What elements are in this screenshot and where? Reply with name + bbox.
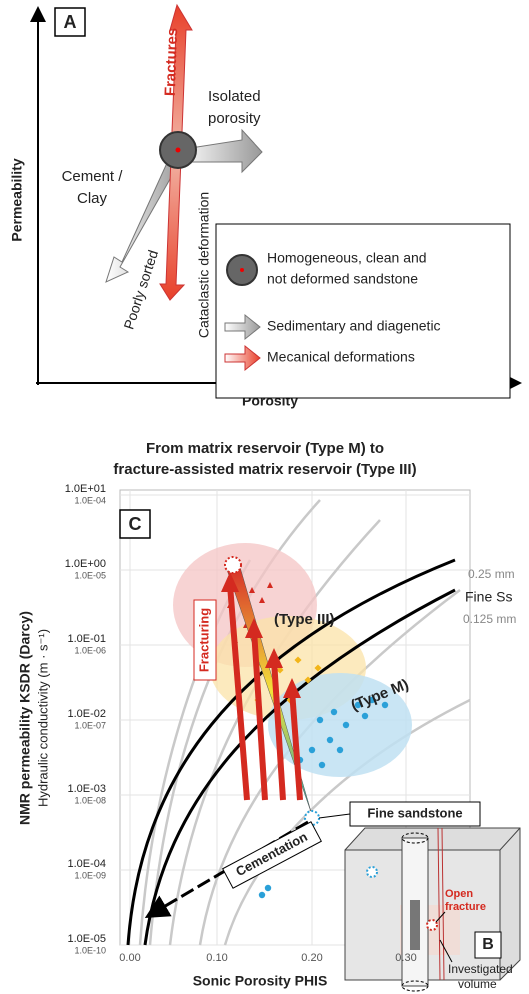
investigated-label: Investigated <box>448 962 513 976</box>
y-tick-label: 1.0E-01 <box>67 633 106 645</box>
panel-label: C <box>129 514 142 534</box>
sample <box>331 709 337 715</box>
legend-text: Homogeneous, clean and <box>267 250 427 266</box>
x-axis-title: Sonic Porosity PHIS <box>193 973 328 989</box>
isolated-label: Isolated <box>208 88 261 105</box>
legend-text: not deformed sandstone <box>267 271 418 287</box>
grain-label: 0.125 mm <box>463 612 516 626</box>
sample <box>317 717 323 723</box>
grain-label: Fine Ss <box>465 589 512 605</box>
investigated-label: volume <box>458 977 497 991</box>
x-tick-label: 0.30 <box>395 952 416 964</box>
legend-symbol <box>240 268 244 272</box>
y2-tick-label: 1.0E-09 <box>74 870 106 880</box>
sample <box>343 722 349 728</box>
poorly-sorted-label: Poorly sorted <box>120 248 161 331</box>
panel-label: B <box>482 936 494 953</box>
sandstone-dot <box>176 148 181 153</box>
y2-tick-label: 1.0E-05 <box>74 570 106 580</box>
y-axis-title: NMR permeability KSDR (Darcy) <box>17 611 33 825</box>
sample-marker <box>367 867 377 877</box>
sample <box>327 737 333 743</box>
y2-tick-label: 1.0E-04 <box>74 495 106 505</box>
y-tick-label: 1.0E-02 <box>67 708 106 720</box>
legend-text: Sedimentary and diagenetic <box>267 318 441 334</box>
sample <box>309 747 315 753</box>
y2-tick-label: 1.0E-06 <box>74 645 106 655</box>
y-tick-label: 1.0E-04 <box>67 858 106 870</box>
x-tick-label: 0.10 <box>206 952 227 964</box>
probe <box>410 900 420 950</box>
y2-tick-label: 1.0E-07 <box>74 720 106 730</box>
panel-a: A Permeability Porosity Fractures Isolat… <box>9 5 518 409</box>
y-tick-label: 1.0E+00 <box>65 558 106 570</box>
y2-tick-label: 1.0E-08 <box>74 795 106 805</box>
y-tick-label: 1.0E-03 <box>67 783 106 795</box>
open-fracture-label: fracture <box>445 901 486 913</box>
sample-marker <box>427 920 437 930</box>
cement-label: Cement / <box>62 168 124 185</box>
sample <box>362 713 368 719</box>
panel-b: Open fracture B Investigated volume <box>345 828 520 991</box>
x-tick-label: 0.20 <box>301 952 322 964</box>
fracturing-label: Fracturing <box>196 608 211 672</box>
isolated-label: porosity <box>208 110 261 127</box>
sample <box>265 885 271 891</box>
open-fracture-label: Open <box>445 888 473 900</box>
panel-label: A <box>64 12 77 32</box>
fractured-sample <box>225 557 241 573</box>
fine-sandstone-label: Fine sandstone <box>367 805 462 820</box>
y-tick-label: 1.0E+01 <box>65 483 106 495</box>
y2-tick-label: 1.0E-10 <box>74 945 106 955</box>
x-tick-label: 0.00 <box>119 952 140 964</box>
sample <box>337 747 343 753</box>
sample <box>259 892 265 898</box>
grain-label: 0.25 mm <box>468 567 515 581</box>
cataclastic-label: Cataclastic deformation <box>196 192 212 338</box>
sample <box>319 762 325 768</box>
y2-axis-title: Hydraulic conductivity (m · s⁻¹) <box>35 629 50 807</box>
cement-label: Clay <box>77 190 108 207</box>
type-iii-label: (Type III) <box>274 611 335 628</box>
chart-title: From matrix reservoir (Type M) to <box>146 440 384 457</box>
chart-title: fracture-assisted matrix reservoir (Type… <box>113 461 416 478</box>
fractures-label: Fractures <box>162 28 181 97</box>
legend-text: Mecanical deformations <box>267 349 415 365</box>
y-tick-label: 1.0E-05 <box>67 933 106 945</box>
y-axis-title: Permeability <box>9 158 25 241</box>
figure: A Permeability Porosity Fractures Isolat… <box>0 0 529 994</box>
